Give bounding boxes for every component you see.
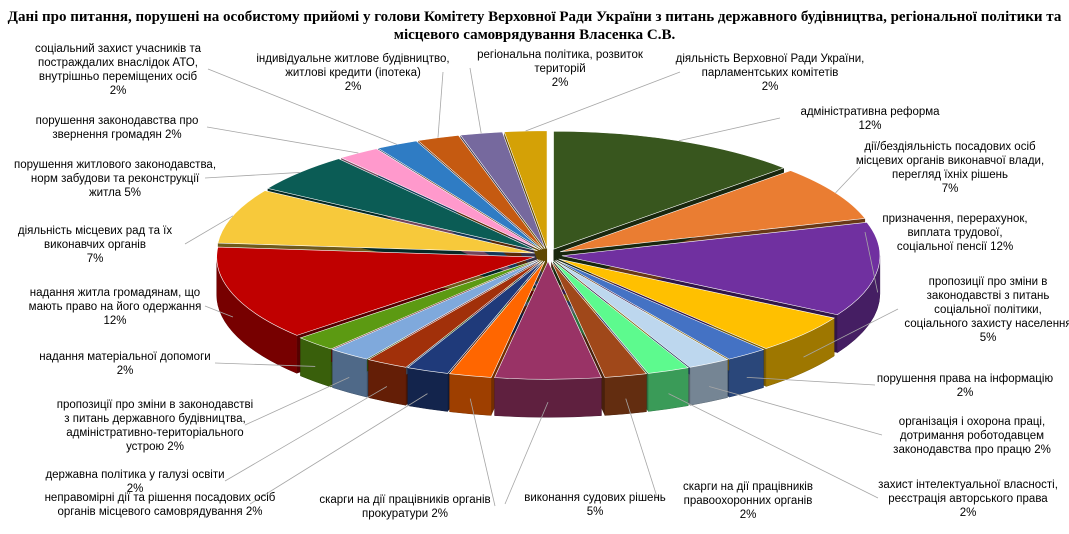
slice-label-18: соціальний захист учасників та постраждал… <box>35 43 202 97</box>
leader-line-18 <box>207 68 397 145</box>
leader-line-4 <box>746 376 876 386</box>
pie-slices <box>216 130 881 380</box>
leader-line-5 <box>709 386 883 436</box>
leader-line-16 <box>204 172 300 179</box>
slice-label-1: дії/бездіяльність посадових осіб місцевих… <box>856 141 1044 195</box>
slice-label-8: виконання судових рішень 5% <box>524 492 666 518</box>
slice-label-17: порушення законодавства про звернення гро… <box>36 115 199 141</box>
pie-slice-19 <box>417 135 544 250</box>
leader-line-6 <box>668 393 879 499</box>
leader-line-15 <box>184 215 234 245</box>
slice-label-21: діяльність Верховної Ради України, парлам… <box>676 53 865 93</box>
pie-slice-5 <box>554 260 729 368</box>
leader-line-13 <box>214 362 316 367</box>
pie-slice-0 <box>553 130 785 250</box>
slice-label-16: порушення житлового законодавства, норм з… <box>14 159 216 199</box>
pie-slice-17 <box>340 148 541 251</box>
slice-side-6 <box>648 367 689 412</box>
pie-slice-7 <box>551 260 648 378</box>
slice-label-7: скарги на дії працівників правоохоронних … <box>683 481 813 521</box>
pie-slice-9 <box>448 260 545 378</box>
pie-slice-6 <box>552 260 689 374</box>
pie-slice-20 <box>459 131 546 250</box>
slice-label-3: пропозиції про зміни в законодавстві з пи… <box>904 276 1069 344</box>
chart-title: Дані про питання, порушені на особистому… <box>7 9 1062 43</box>
pie-slice-8 <box>494 260 602 380</box>
pie-slice-4 <box>556 259 765 360</box>
pie-slice-1 <box>560 170 866 253</box>
pie-slice-12 <box>331 259 540 360</box>
slice-label-12: пропозиції про зміни в законодавстві з пи… <box>57 399 253 453</box>
leader-lines <box>184 67 899 507</box>
pie-slice-10 <box>407 260 544 374</box>
pie-slice-14 <box>216 246 535 336</box>
leader-line-7 <box>625 398 659 501</box>
slice-label-10: неправомірні дії та рішення посадових ос… <box>45 492 276 518</box>
slice-label-20: регіональна політика, розвиток територій 2… <box>477 49 644 89</box>
pie-slice-3 <box>558 258 835 349</box>
leader-line-3 <box>803 308 899 358</box>
slice-side-7 <box>604 373 647 416</box>
pie-slice-16 <box>266 158 538 252</box>
slice-label-5: організація і охорона праці, дотримання р… <box>893 416 1051 456</box>
pie-slice-13 <box>299 259 539 350</box>
slice-label-19: індивідуальне житлове будівництво, житлов… <box>256 53 449 93</box>
pie-slice-15 <box>217 190 535 254</box>
slice-labels: адміністративна реформа 12% дії/бездіяльні… <box>14 43 1069 521</box>
leader-line-12 <box>244 377 350 426</box>
leader-line-2 <box>864 231 879 293</box>
leader-line-9 <box>469 398 496 507</box>
leader-line-11 <box>224 386 388 482</box>
slice-label-6: захист інтелектуальної власності, реєстра… <box>878 479 1058 519</box>
slice-label-15: діяльність місцевих рад та їх виконавчих … <box>18 225 172 265</box>
leader-line-0 <box>678 117 781 142</box>
slice-side-10 <box>407 367 448 412</box>
leader-line-1 <box>835 166 861 194</box>
slice-side-9 <box>449 373 492 416</box>
leader-line-8 <box>504 401 549 505</box>
leader-line-17 <box>206 126 359 154</box>
pie-slice-11 <box>367 260 542 368</box>
leader-line-21 <box>525 71 681 132</box>
slice-label-14: надання житла громадянам, що мають право … <box>29 287 202 327</box>
pie-slice-2 <box>561 222 881 316</box>
slice-label-13: надання матеріальної допомоги 2% <box>39 351 210 377</box>
leader-line-19 <box>437 71 444 138</box>
slice-side-8 <box>494 377 602 418</box>
slice-label-11: державна політика у галузі освіти 2% <box>45 469 224 495</box>
slice-label-4: порушення права на інформацію 2% <box>877 373 1054 399</box>
leader-line-10 <box>249 393 428 505</box>
slice-label-0: адміністративна реформа 12% <box>800 106 940 132</box>
slice-label-9: скарги на дії працівників органів прокура… <box>319 494 490 520</box>
leader-line-20 <box>469 67 482 134</box>
slice-label-2: призначення, перерахунок, виплата трудово… <box>882 213 1027 253</box>
leader-line-14 <box>204 305 234 318</box>
